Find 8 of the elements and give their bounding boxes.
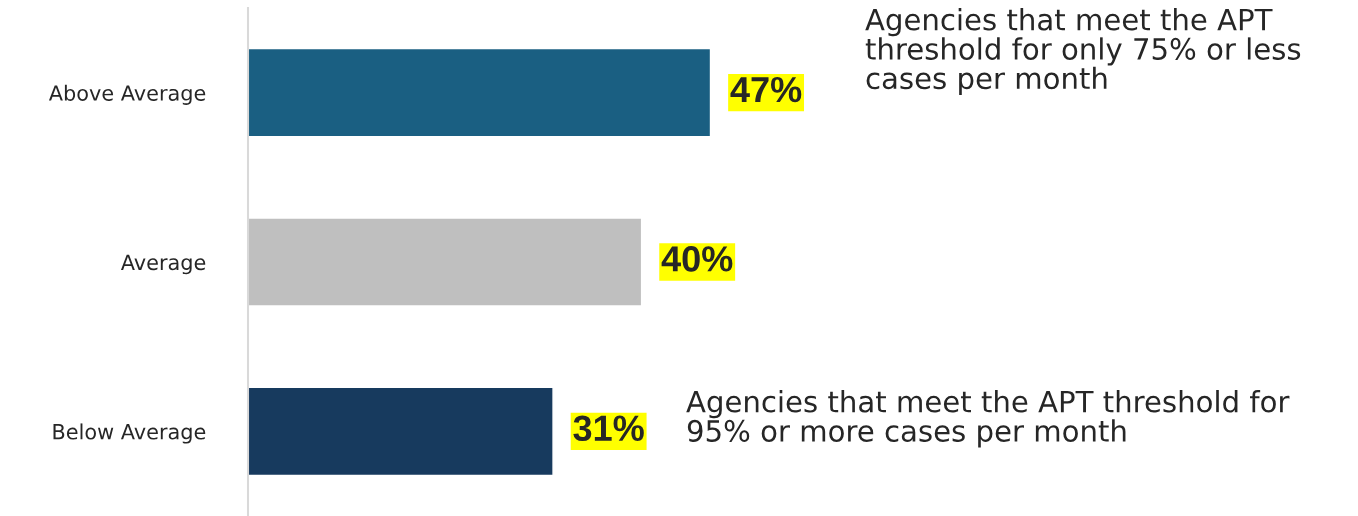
annotation: Agencies that meet the APT threshold for 95% or more cases per month <box>686 390 1290 448</box>
data-label: 40% <box>661 246 733 272</box>
data-label: 47% <box>730 76 802 103</box>
text: Agencies that meet the APT threshold for only 75% or less cases per month <box>865 8 1301 95</box>
data-label: 31% <box>573 415 644 442</box>
y-tick-label: Average <box>120 254 206 275</box>
y-tick-label: Above Average <box>48 84 206 105</box>
y-tick-label: Below Average <box>53 423 206 444</box>
